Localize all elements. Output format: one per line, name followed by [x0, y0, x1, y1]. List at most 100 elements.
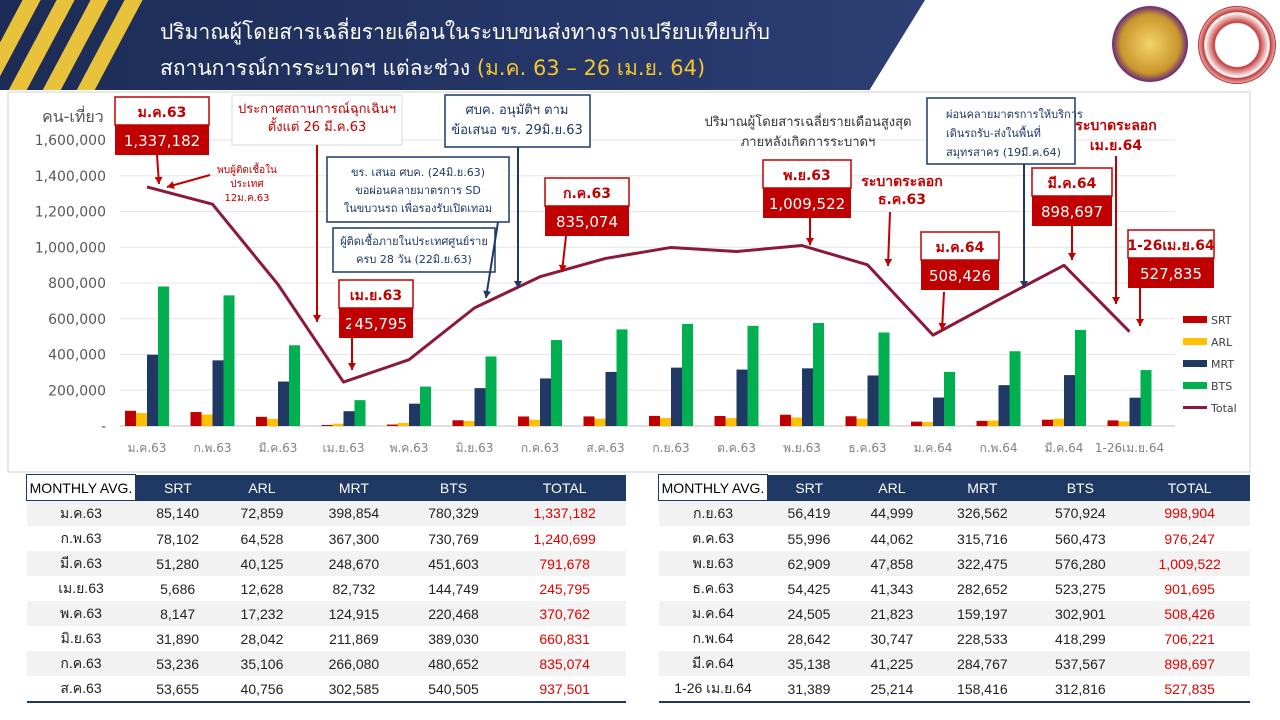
value-cell: 53,655 [135, 676, 220, 703]
value-cell: 82,732 [304, 576, 404, 601]
month-cell: ต.ค.63 [658, 526, 768, 551]
arrow-jan64-head [938, 322, 947, 330]
table-row: พ.ค.63 8,147 17,232 124,915 220,468 370,762 [26, 601, 626, 626]
total-cell: 508,426 [1129, 601, 1250, 626]
month-cell: มี.ค.63 [26, 551, 136, 576]
bar-mrt [409, 403, 420, 426]
bar-mrt [736, 369, 748, 426]
legend: SRT ARL MRT BTS Total [1183, 314, 1237, 415]
table-row: ส.ค.63 53,655 40,756 302,585 540,505 937,501 [26, 676, 626, 703]
table-row: ม.ค.63 85,140 72,859 398,854 780,329 1,337,18… [26, 500, 626, 526]
bar-mrt [933, 397, 944, 426]
note-first-case: 12ม.ค.63 [224, 193, 269, 204]
bar-srt [256, 416, 267, 426]
note-peak: ภายหลังเกิดการระบาดฯ [741, 135, 876, 150]
note-dec-wave: ระบาดระลอก [861, 174, 942, 190]
value-cell: 62,909 [767, 551, 851, 576]
header-cell: BTS [1031, 474, 1130, 501]
arrow-samut-sakhon-head [1020, 281, 1028, 288]
header-cell: BTS [403, 474, 504, 501]
page-title-line2: สถานการณ์การระบาดฯ แต่ละช่วง (ม.ค. 63 – … [160, 52, 705, 85]
value-cell: 21,823 [850, 601, 934, 626]
table-row: เม.ย.63 5,686 12,628 82,732 144,749 245,795 [26, 576, 626, 601]
bar-mrt [802, 368, 813, 426]
y-tick-label: 1,200,000 [35, 205, 106, 221]
bar-srt [583, 416, 595, 426]
bar-srt [976, 420, 988, 426]
bar-mrt [605, 371, 617, 426]
monthly-table-left: MONTHLY AVG. SRT ARL MRT BTS TOTAL ม.ค.6… [26, 474, 626, 703]
bar-srt [780, 414, 791, 426]
legend-label: SRT [1211, 314, 1232, 327]
note-apr-wave: ระบาดระลอก [1075, 118, 1156, 134]
bar-mrt [671, 367, 682, 426]
x-tick-label: ธ.ค.63 [848, 441, 886, 455]
header-cell: ARL [850, 474, 934, 501]
arrow-dec-wave-head [884, 258, 893, 266]
bar-mrt [1064, 375, 1075, 426]
total-cell: 791,678 [503, 551, 626, 576]
value-cell: 228,533 [933, 626, 1032, 651]
bar-bts [944, 371, 955, 426]
x-tick-label: ต.ค.63 [717, 441, 756, 455]
box-jan64-value-box [921, 260, 999, 290]
x-tick-label: มี.ค.63 [259, 441, 298, 455]
value-cell: 30,747 [850, 626, 934, 651]
header: ปริมาณผู้โดยสารเฉลี่ยรายเดือนในระบบขนส่ง… [0, 0, 1280, 90]
bar-srt [911, 421, 922, 426]
arrow-mot-sd-head [483, 290, 492, 298]
total-cell: 898,697 [1129, 651, 1250, 676]
value-cell: 31,389 [767, 676, 851, 703]
month-cell: มี.ค.64 [658, 651, 768, 676]
month-cell: ธ.ค.63 [658, 576, 768, 601]
page-title-line1: ปริมาณผู้โดยสารเฉลี่ยรายเดือนในระบบขนส่ง… [160, 20, 770, 44]
x-tick-label: มี.ค.64 [1045, 441, 1084, 455]
value-cell: 576,280 [1031, 551, 1130, 576]
month-cell: เม.ย.63 [26, 576, 136, 601]
total-cell: 937,501 [503, 676, 626, 703]
month-cell: ส.ค.63 [26, 676, 136, 703]
bar-arl [201, 414, 213, 426]
note-samut-sakhon: เดินรถรับ-ส่งในพื้นที่ [946, 125, 1041, 140]
month-cell: ม.ค.64 [658, 601, 768, 626]
box-apr64-value: 527,835 [1140, 265, 1202, 283]
table-row: มี.ค.64 35,138 41,225 284,767 537,567 898,697 [658, 651, 1250, 676]
table-row: 1-26 เม.ย.64 31,389 25,214 158,416 312,816 52… [658, 676, 1250, 703]
note-dec-wave: ธ.ค.63 [878, 192, 926, 208]
arrow-apr-wave-head [1112, 297, 1120, 304]
value-cell: 540,505 [403, 676, 504, 703]
x-tick-label: ม.ค.63 [128, 441, 167, 455]
bar-srt [1042, 419, 1053, 426]
header-cell: TOTAL [503, 474, 626, 501]
bar-arl [463, 420, 475, 426]
note-zero-case: ผู้ติดเชื้อภายในประเทศศูนย์ราย [340, 233, 488, 248]
note-peak: ปริมาณผู้โดยสารเฉลี่ยรายเดือนสูงสุด [704, 113, 911, 130]
total-cell: 976,247 [1129, 526, 1250, 551]
bar-bts [158, 286, 169, 426]
total-cell: 527,835 [1129, 676, 1250, 703]
note-mot-sd: ในขบวนรถ เพื่อรองรับเปิดเทอม [344, 200, 492, 215]
value-cell: 56,419 [767, 500, 851, 526]
bar-srt [845, 416, 857, 426]
value-cell: 28,642 [767, 626, 851, 651]
arrow-jul63-head [558, 264, 567, 272]
total-cell: 245,795 [503, 576, 626, 601]
note-samut-sakhon: ผ่อนคลายมาตรการให้บริการ [946, 108, 1083, 121]
value-cell: 47,858 [850, 551, 934, 576]
arrow-ccsa-head [514, 281, 522, 288]
value-cell: 523,275 [1031, 576, 1130, 601]
total-cell: 660,831 [503, 626, 626, 651]
value-cell: 367,300 [304, 526, 404, 551]
table-row: ก.พ.64 28,642 30,747 228,533 418,299 706,221 [658, 626, 1250, 651]
box-apr63-value: 245,795 [345, 315, 407, 333]
note-apr-wave: เม.ย.64 [1090, 138, 1143, 154]
value-cell: 124,915 [304, 601, 404, 626]
bar-arl [922, 422, 933, 426]
value-cell: 8,147 [135, 601, 220, 626]
header-cell: SRT [767, 474, 851, 501]
bar-srt [649, 415, 660, 426]
bar-mrt [147, 354, 158, 426]
bar-mrt [540, 378, 551, 426]
value-cell: 51,280 [135, 551, 220, 576]
y-tick-label: 400,000 [48, 348, 106, 364]
